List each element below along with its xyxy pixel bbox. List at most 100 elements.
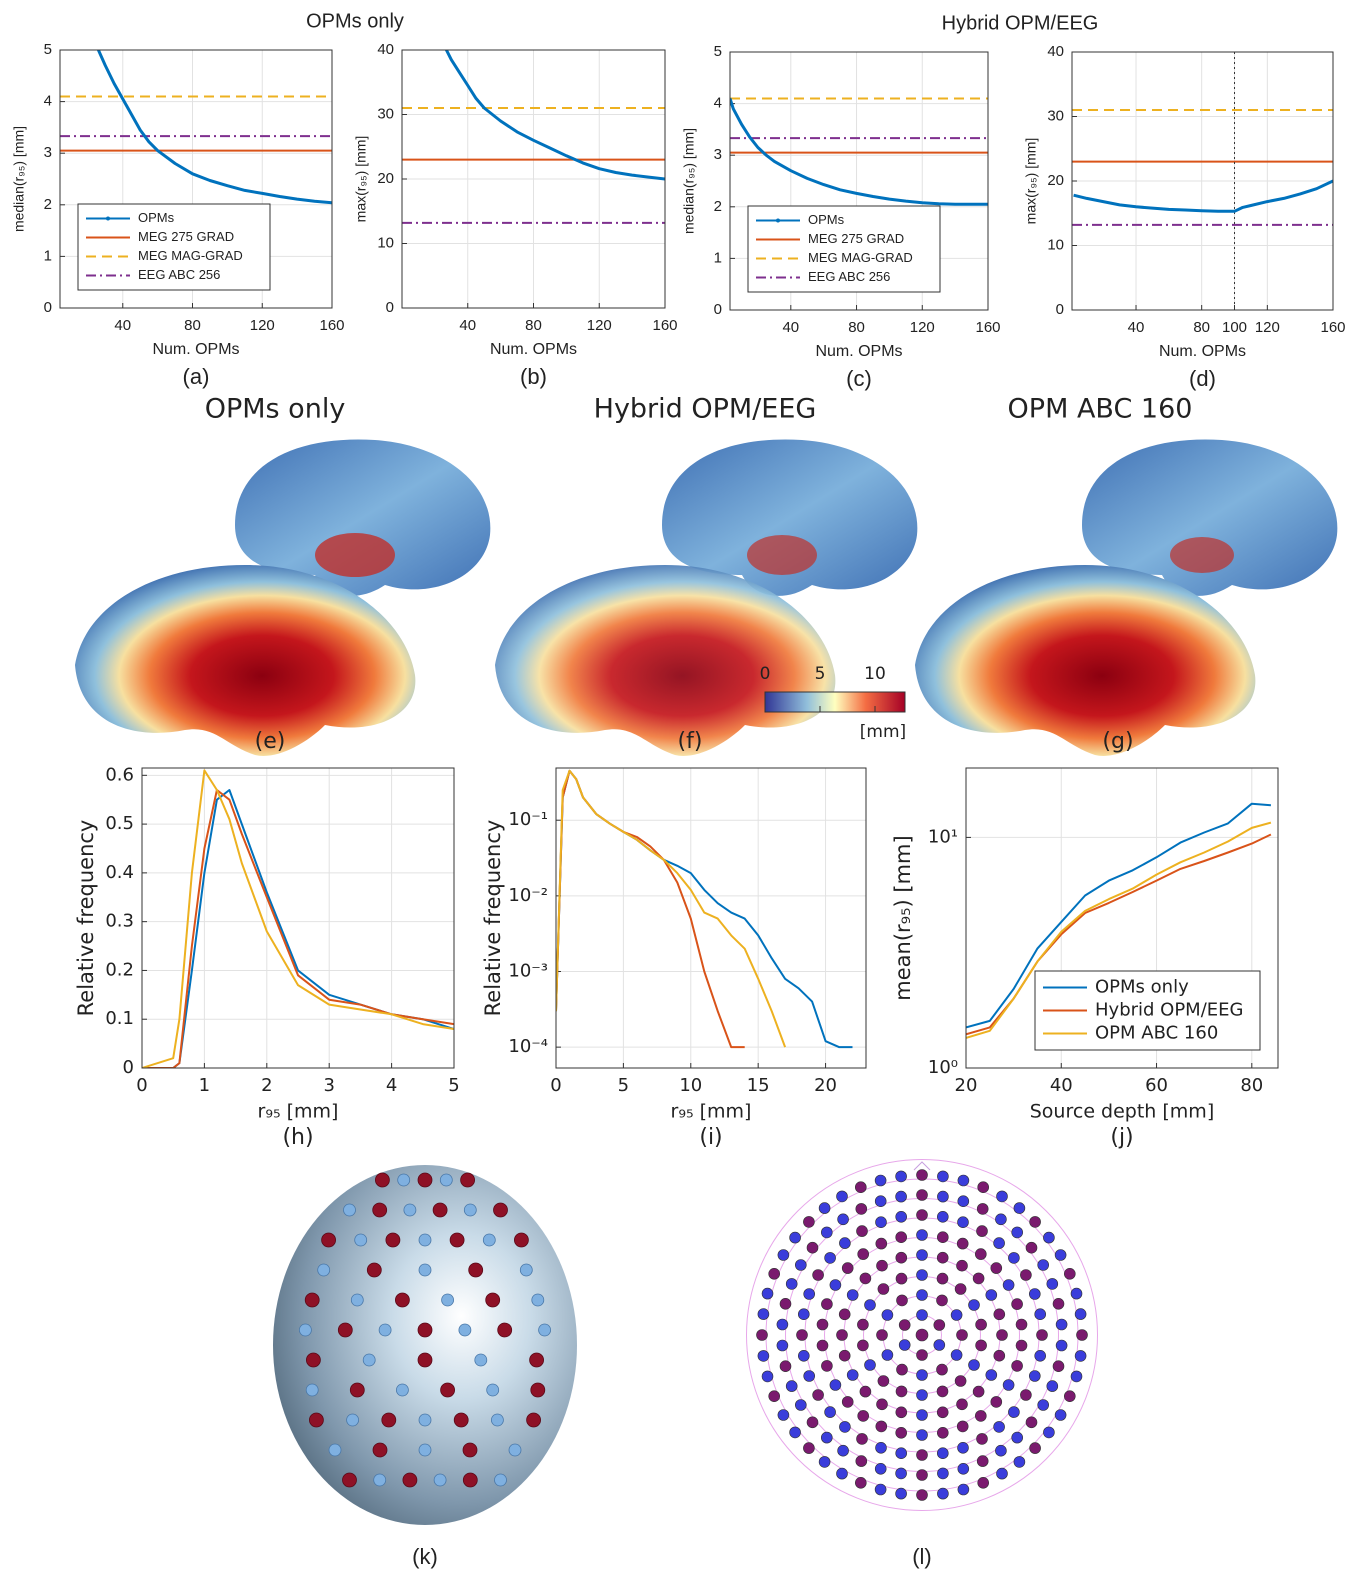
y-tick-label: 0.2 bbox=[105, 959, 134, 980]
layout-dot bbox=[768, 1390, 781, 1402]
sensor bbox=[418, 1233, 432, 1247]
sensor bbox=[433, 1473, 447, 1487]
layout-dot bbox=[1020, 1269, 1032, 1281]
layout-dot bbox=[864, 1299, 876, 1311]
layout-dot bbox=[954, 1283, 967, 1295]
sensor bbox=[486, 1383, 500, 1397]
layout-dot bbox=[1034, 1350, 1046, 1362]
plot-area bbox=[556, 768, 866, 1068]
layout-dot bbox=[950, 1309, 963, 1321]
sensor bbox=[432, 1202, 448, 1218]
layout-dot bbox=[1043, 1231, 1055, 1244]
brain-title: OPM ABC 160 bbox=[1008, 394, 1193, 425]
layout-dot bbox=[874, 1483, 887, 1496]
layout-dot bbox=[1011, 1431, 1024, 1444]
sensor bbox=[378, 1323, 392, 1337]
y-tick-label: 2 bbox=[44, 196, 52, 213]
layout-dot bbox=[1002, 1379, 1015, 1391]
brain-title: OPMs only bbox=[205, 394, 346, 425]
sensor bbox=[374, 1172, 390, 1188]
layout-dot bbox=[856, 1225, 868, 1237]
sensor bbox=[354, 1233, 368, 1247]
layout-dot bbox=[933, 1339, 946, 1351]
sensor bbox=[417, 1352, 433, 1368]
layout-dot bbox=[996, 1467, 1008, 1480]
layout-dot bbox=[985, 1369, 998, 1381]
layout-dot bbox=[824, 1252, 836, 1264]
x-tick-label: 80 bbox=[1193, 319, 1210, 336]
layout-dot bbox=[777, 1249, 790, 1261]
layout-dot bbox=[916, 1249, 928, 1261]
x-tick-label: 80 bbox=[525, 317, 542, 334]
layout-dot bbox=[916, 1389, 928, 1401]
sensor bbox=[350, 1293, 364, 1307]
y-tick-label: 0.5 bbox=[105, 813, 134, 834]
y-tick-label: 40 bbox=[1047, 43, 1064, 60]
layout-dot bbox=[936, 1272, 949, 1285]
layout-dot bbox=[874, 1174, 887, 1187]
layout-dot bbox=[836, 1467, 848, 1480]
sensor bbox=[508, 1443, 522, 1457]
layout-dot bbox=[968, 1299, 980, 1311]
x-axis-label: Num. OPMs bbox=[1159, 343, 1246, 360]
layout-dot bbox=[785, 1278, 798, 1290]
layout-dot bbox=[1029, 1442, 1041, 1454]
x-tick-label: 40 bbox=[114, 317, 131, 334]
layout-dot bbox=[950, 1349, 963, 1361]
nose-marker bbox=[913, 1161, 931, 1171]
layout-dot bbox=[916, 1269, 928, 1281]
layout-dot bbox=[1020, 1389, 1032, 1401]
sensor bbox=[418, 1443, 432, 1457]
layout-dot bbox=[957, 1216, 969, 1228]
sensor bbox=[458, 1323, 472, 1337]
layout-dot bbox=[837, 1213, 849, 1226]
x-tick-label: 2 bbox=[261, 1075, 272, 1096]
layout-dot bbox=[803, 1370, 816, 1382]
brain-lateral bbox=[662, 439, 918, 596]
sensor bbox=[474, 1353, 488, 1367]
y-tick-label: 0 bbox=[714, 301, 722, 318]
layout-dot bbox=[855, 1203, 868, 1215]
series-line bbox=[142, 789, 454, 1068]
x-tick-label: 80 bbox=[848, 319, 865, 336]
layout-dot bbox=[993, 1421, 1005, 1433]
chart: 0 1 2 3 4 5 40 80 120 160 Num. OPMs median(r₉₅) [mm… bbox=[681, 43, 1001, 391]
layout-dot bbox=[803, 1288, 816, 1300]
y-tick-label: 0 bbox=[1056, 301, 1064, 318]
x-axis-label: r₉₅ [mm] bbox=[258, 1101, 339, 1123]
sensor bbox=[538, 1323, 551, 1337]
sensor bbox=[418, 1413, 432, 1427]
layout-dot bbox=[937, 1467, 949, 1480]
layout-dot bbox=[916, 1349, 928, 1361]
sensor bbox=[317, 1263, 331, 1277]
layout-dot bbox=[974, 1410, 987, 1422]
y-tick-label: 20 bbox=[1047, 172, 1064, 189]
y-tick-label: 1 bbox=[44, 247, 52, 264]
layout-dot bbox=[916, 1489, 928, 1501]
x-tick-label: 120 bbox=[910, 319, 935, 336]
layout-dot bbox=[956, 1259, 968, 1272]
layout-dot bbox=[829, 1379, 842, 1391]
sensor bbox=[441, 1293, 455, 1307]
y-tick-label: 0.3 bbox=[105, 911, 134, 932]
layout-dot bbox=[1008, 1406, 1020, 1418]
x-tick-label: 160 bbox=[975, 319, 1000, 336]
y-axis-label: median(r₉₅) [mm] bbox=[681, 128, 697, 234]
x-tick-label: 40 bbox=[1128, 319, 1145, 336]
layout-dot bbox=[916, 1369, 928, 1381]
layout-dot bbox=[1046, 1380, 1059, 1392]
layout-dot bbox=[1046, 1278, 1059, 1290]
series-line bbox=[142, 769, 454, 1068]
y-tick-label: 4 bbox=[714, 95, 722, 112]
layout-dot bbox=[936, 1385, 949, 1398]
layout-dot bbox=[1008, 1252, 1020, 1264]
layout-dot bbox=[1025, 1416, 1038, 1429]
sensor bbox=[395, 1383, 409, 1397]
chart: 10⁻⁴ 10⁻³ 10⁻² 10⁻¹ 0 5 10 15 20 r₉₅ [mm] Relative… bbox=[481, 767, 867, 1150]
layout-dot bbox=[977, 1477, 990, 1489]
layout-dot bbox=[916, 1189, 928, 1201]
series-line bbox=[966, 802, 1271, 1029]
layout-dot bbox=[976, 1225, 988, 1237]
y-tick-label: 3 bbox=[714, 146, 722, 163]
y-tick-label: 30 bbox=[1047, 107, 1064, 124]
